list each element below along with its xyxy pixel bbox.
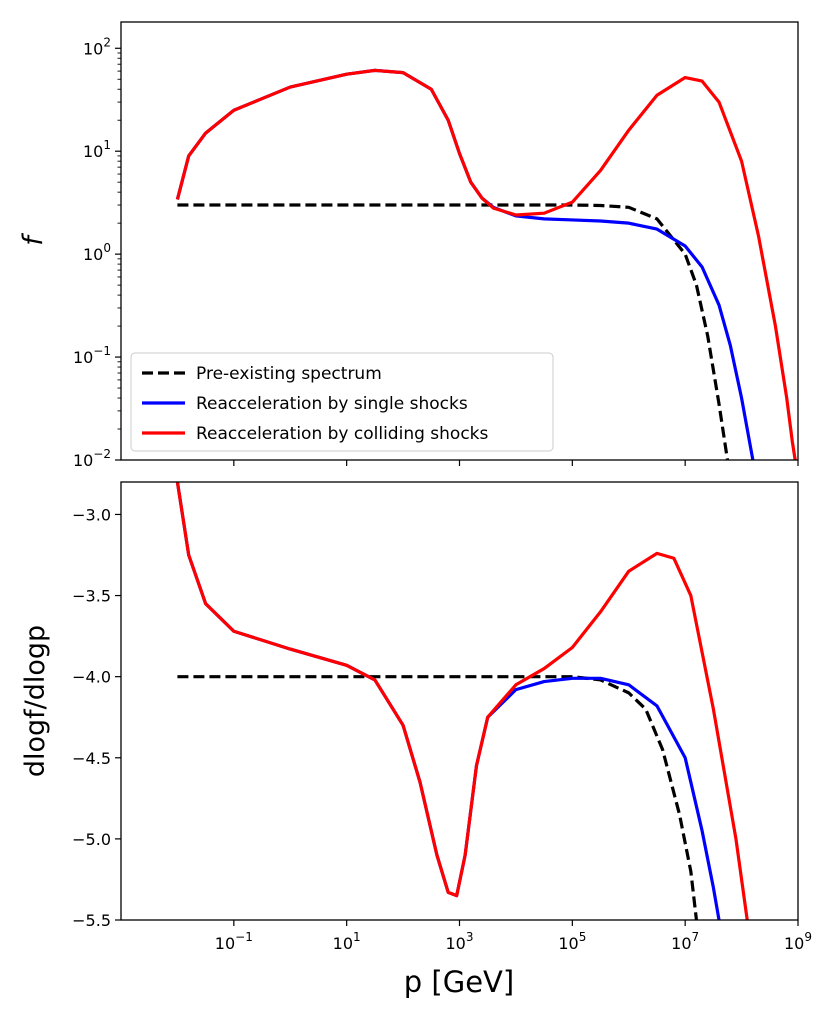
x-axis-label: p [GeV] xyxy=(404,965,514,999)
y-tick-label: 10−2 xyxy=(73,447,111,470)
legend-box xyxy=(130,352,554,452)
x-tick-label: 105 xyxy=(558,930,586,953)
bottom-plot-frame xyxy=(120,481,799,921)
y-tick-label: −4.0 xyxy=(72,668,111,687)
x-tick-label: 101 xyxy=(333,930,361,953)
y-tick-label: −3.0 xyxy=(72,505,111,524)
y-tick-label: −4.5 xyxy=(72,749,111,768)
bottom-y-axis-label: dlogf/dlogp xyxy=(20,625,51,777)
y-tick-label: −5.5 xyxy=(72,911,111,930)
top-series-line-pre-existing-spectrum xyxy=(177,203,730,460)
y-tick-label: 100 xyxy=(83,241,111,264)
bottom-series-line-reacceleration-by-colliding-shocks xyxy=(175,482,749,920)
x-tick-label: 107 xyxy=(671,930,699,953)
bottom-series-line-pre-existing-spectrum xyxy=(177,675,699,920)
bottom-panel: −3.0 −3.5 −4.0 −4.5 −5.0 −5.5 10−1 101 103 105 107… xyxy=(20,481,812,999)
y-tick-label: 101 xyxy=(83,138,111,161)
top-panel: 10−2 10−1 100 101 102 f xyxy=(18,21,799,470)
y-tick-label: 102 xyxy=(83,35,111,58)
x-tick-label: 103 xyxy=(446,930,474,953)
y-tick-label: −5.0 xyxy=(72,830,111,849)
x-tick-label: 109 xyxy=(784,930,812,953)
top-y-axis-label: f xyxy=(18,233,49,246)
legend-entry-reacceleration-by-single-shocks: Reacceleration by single shocks xyxy=(196,394,468,414)
y-tick-label: 10−1 xyxy=(73,344,111,367)
legend-entry-pre-existing-spectrum: Pre-existing spectrum xyxy=(196,364,382,384)
legend: Pre-existing spectrum Reacceleration by s… xyxy=(130,352,554,452)
top-series-line-reacceleration-by-colliding-shocks xyxy=(175,68,797,460)
legend-entry-reacceleration-by-colliding-shocks: Reacceleration by colliding shocks xyxy=(196,424,489,444)
y-tick-label: −3.5 xyxy=(72,587,111,606)
x-tick-label: 10−1 xyxy=(215,930,253,953)
